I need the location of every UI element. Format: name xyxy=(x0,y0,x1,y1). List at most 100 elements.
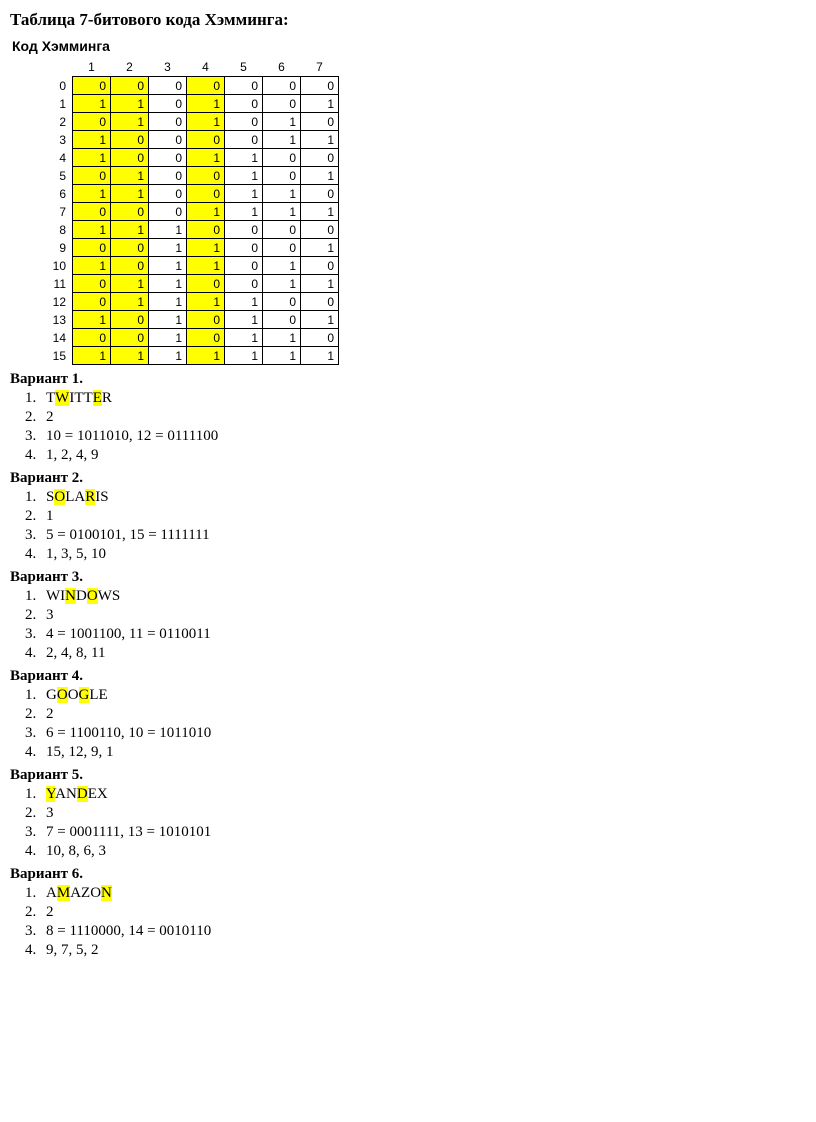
table-cell: 0 xyxy=(225,95,263,113)
table-cell: 0 xyxy=(149,95,187,113)
table-cell: 0 xyxy=(263,293,301,311)
table-cell: 1 xyxy=(263,185,301,203)
highlighted-char: O xyxy=(87,588,98,604)
table-row: 31000011 xyxy=(40,131,339,149)
table-cell: 1 xyxy=(73,185,111,203)
table-cell: 0 xyxy=(263,149,301,167)
table-cell: 0 xyxy=(263,95,301,113)
table-cell: 1 xyxy=(225,185,263,203)
variant-item: 6 = 1100110, 10 = 1011010 xyxy=(40,725,806,742)
table-row: 140010110 xyxy=(40,329,339,347)
table-cell: 1 xyxy=(149,329,187,347)
table-cell: 1 xyxy=(225,167,263,185)
variant-item: 7 = 0001111, 13 = 1010101 xyxy=(40,824,806,841)
highlighted-char: E xyxy=(93,390,102,406)
table-cell: 0 xyxy=(73,239,111,257)
col-header: 3 xyxy=(149,58,187,77)
variant-list: AMAZON28 = 1110000, 14 = 00101109, 7, 5,… xyxy=(40,885,806,959)
table-cell: 0 xyxy=(263,77,301,95)
table-cell: 0 xyxy=(149,185,187,203)
table-cell: 1 xyxy=(263,347,301,365)
table-cell: 0 xyxy=(187,185,225,203)
variant-item: 4 = 1001100, 11 = 0110011 xyxy=(40,626,806,643)
row-header: 7 xyxy=(40,203,73,221)
table-cell: 1 xyxy=(73,257,111,275)
table-cell: 0 xyxy=(73,113,111,131)
table-cell: 0 xyxy=(149,77,187,95)
variant-item: 8 = 1110000, 14 = 0010110 xyxy=(40,923,806,940)
table-cell: 0 xyxy=(225,131,263,149)
variant-list: SOLARIS15 = 0100101, 15 = 1111111 1, 3, … xyxy=(40,489,806,563)
row-header: 6 xyxy=(40,185,73,203)
col-header: 2 xyxy=(111,58,149,77)
table-cell: 0 xyxy=(263,311,301,329)
highlighted-char: W xyxy=(55,390,69,406)
highlighted-char: N xyxy=(65,588,76,604)
variant-title: Вариант 1. xyxy=(10,371,806,388)
variant-list: GOOGLE26 = 1100110, 10 = 101101015, 12, … xyxy=(40,687,806,761)
table-cell: 1 xyxy=(225,347,263,365)
table-cell: 1 xyxy=(111,113,149,131)
table-cell: 0 xyxy=(111,257,149,275)
table-cell: 0 xyxy=(225,257,263,275)
table-cell: 0 xyxy=(187,311,225,329)
table-cell: 0 xyxy=(301,221,339,239)
col-header: 5 xyxy=(225,58,263,77)
table-corner xyxy=(40,58,73,77)
table-cell: 1 xyxy=(301,167,339,185)
variant-title: Вариант 6. xyxy=(10,866,806,883)
table-row: 131010101 xyxy=(40,311,339,329)
table-cell: 1 xyxy=(263,203,301,221)
table-cell: 1 xyxy=(263,329,301,347)
table-row: 61100110 xyxy=(40,185,339,203)
variant-item: WINDOWS xyxy=(40,588,806,605)
highlighted-char: N xyxy=(101,885,112,901)
table-cell: 1 xyxy=(187,239,225,257)
table-cell: 1 xyxy=(149,347,187,365)
row-header: 10 xyxy=(40,257,73,275)
table-row: 20101010 xyxy=(40,113,339,131)
table-cell: 0 xyxy=(111,131,149,149)
table-cell: 0 xyxy=(301,329,339,347)
table-cell: 1 xyxy=(301,95,339,113)
hamming-table: 1234567 00000000111010012010101031000011… xyxy=(40,58,339,365)
table-cell: 1 xyxy=(149,221,187,239)
table-row: 110110011 xyxy=(40,275,339,293)
table-row: 120111100 xyxy=(40,293,339,311)
table-cell: 1 xyxy=(301,347,339,365)
table-subtitle: Код Хэмминга xyxy=(12,38,806,54)
table-cell: 1 xyxy=(149,275,187,293)
page-title: Таблица 7-битового кода Хэмминга: xyxy=(10,10,806,30)
table-cell: 0 xyxy=(187,275,225,293)
table-cell: 1 xyxy=(225,149,263,167)
table-cell: 0 xyxy=(111,311,149,329)
table-cell: 0 xyxy=(187,329,225,347)
variant-item: AMAZON xyxy=(40,885,806,902)
table-cell: 1 xyxy=(149,293,187,311)
table-cell: 1 xyxy=(225,293,263,311)
variant-title: Вариант 2. xyxy=(10,470,806,487)
highlighted-char: R xyxy=(85,489,95,505)
variant-item: TWITTER xyxy=(40,390,806,407)
table-cell: 1 xyxy=(187,113,225,131)
table-cell: 1 xyxy=(73,131,111,149)
variant-item: YANDEX xyxy=(40,786,806,803)
table-row: 50100101 xyxy=(40,167,339,185)
table-cell: 1 xyxy=(301,203,339,221)
table-row: 101011010 xyxy=(40,257,339,275)
variant-item: 2 xyxy=(40,706,806,723)
highlighted-char: G xyxy=(79,687,90,703)
table-cell: 0 xyxy=(225,113,263,131)
variant-item: 3 xyxy=(40,607,806,624)
table-cell: 1 xyxy=(187,257,225,275)
table-cell: 1 xyxy=(149,311,187,329)
highlighted-char: O xyxy=(54,489,65,505)
table-cell: 1 xyxy=(263,275,301,293)
table-cell: 1 xyxy=(149,239,187,257)
table-cell: 0 xyxy=(187,167,225,185)
table-row: 11101001 xyxy=(40,95,339,113)
hamming-table-wrap: 1234567 00000000111010012010101031000011… xyxy=(40,58,806,365)
variant-item: 10, 8, 6, 3 xyxy=(40,843,806,860)
table-cell: 1 xyxy=(301,131,339,149)
table-cell: 1 xyxy=(73,149,111,167)
